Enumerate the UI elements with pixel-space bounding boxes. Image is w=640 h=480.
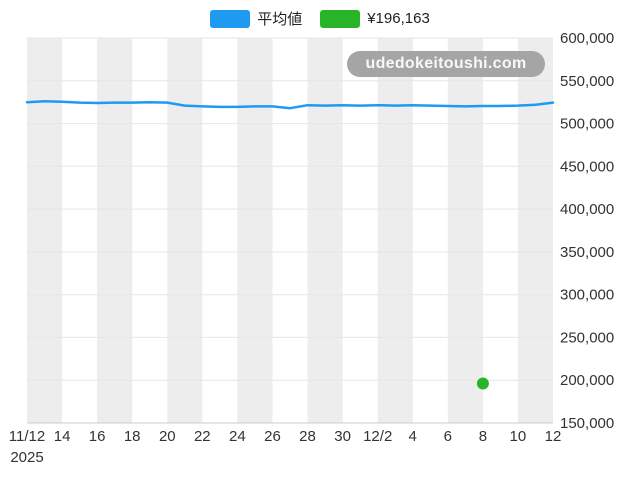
y-axis-label: 400,000 [560,201,614,218]
watermark: udedokeitoushi.com [347,51,545,77]
y-axis-label: 550,000 [560,73,614,90]
plot-band [167,38,203,423]
y-axis-label: 350,000 [560,244,614,261]
plot-band [447,38,483,423]
x-axis-label: 6 [444,428,452,445]
legend-label-latest-price: ¥196,163 [367,10,430,27]
x-axis-label: 26 [264,428,281,445]
y-axis-label: 150,000 [560,415,614,432]
legend-swatch-blue-icon [210,9,251,28]
x-axis-label: 16 [89,428,106,445]
average-price-line [25,100,555,110]
plot-band [517,38,553,423]
plot-band [307,38,343,423]
plot-band [27,38,63,423]
legend-label-average: 平均値 [257,11,303,28]
x-axis-label: 14 [54,428,71,445]
x-axis-label: 10 [510,428,527,445]
x-axis-label: 12 [545,428,562,445]
x-axis-label: 11/12 [9,428,45,445]
x-axis-label: 8 [479,428,487,445]
latest-price-point [476,377,489,390]
plot-band [377,38,413,423]
chart-legend: 平均値 ¥196,163 [0,8,640,29]
x-axis-label: 30 [334,428,351,445]
x-axis-label: 28 [299,428,316,445]
y-axis-label: 600,000 [560,30,614,47]
y-axis-label: 200,000 [560,372,614,389]
x-axis-label: 12/2 [363,428,392,445]
y-axis-label: 500,000 [560,116,614,133]
x-axis-label: 22 [194,428,211,445]
plot-band [237,38,273,423]
x-axis-label: 4 [409,428,417,445]
plot-band [97,38,133,423]
legend-swatch-green-icon [320,9,361,28]
x-axis-year-label: 2025 [10,449,43,466]
x-axis-label: 20 [159,428,176,445]
y-axis-label: 450,000 [560,158,614,175]
legend-item-average[interactable]: 平均値 [210,8,302,29]
y-axis-label: 250,000 [560,329,614,346]
x-axis-label: 18 [124,428,141,445]
legend-item-latest-price[interactable]: ¥196,163 [320,9,430,28]
x-axis-label: 24 [229,428,246,445]
y-axis-label: 300,000 [560,287,614,304]
